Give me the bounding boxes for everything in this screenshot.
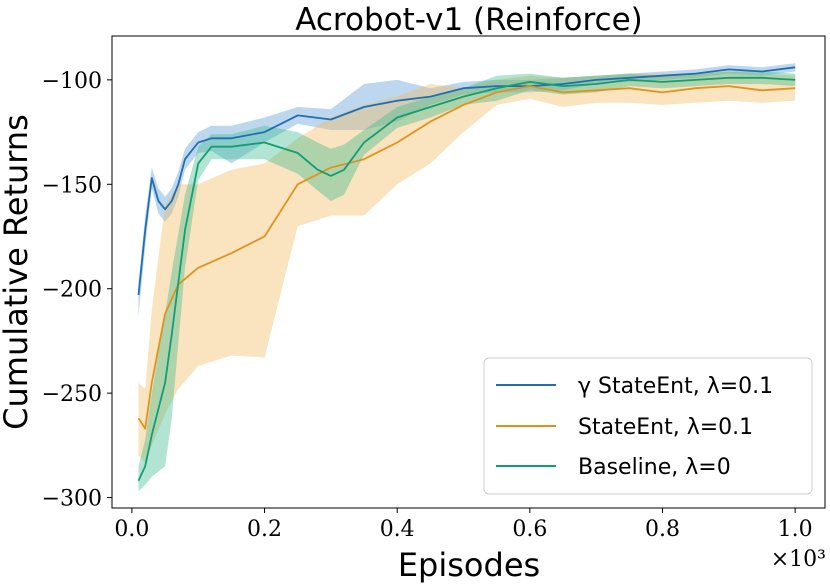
y-tick-label: −200 [42,278,102,303]
y-axis-ticks: −100 −150 −200 −250 −300 [42,69,112,512]
band-stateent-0-1 [138,71,796,463]
series-lines [137,66,796,482]
x-tick-label: 0.8 [645,517,680,542]
plot-frame [111,35,826,509]
legend-label-baseline: Baseline, λ=0 [578,455,731,480]
x-tick-label: 0.2 [247,517,282,542]
legend: γ StateEnt, λ=0.1 StateEnt, λ=0.1 Baseli… [483,357,813,495]
confidence-bands [138,63,796,492]
line-baseline-0 [137,76,796,482]
line-stateent-0-1 [137,66,796,296]
legend-label-gamma-stateent: γ StateEnt, λ=0.1 [578,374,773,399]
legend-box [483,357,813,495]
y-tick-label: −250 [42,382,102,407]
x-tick-label: 0.4 [380,517,415,542]
y-tick-label: −150 [42,173,102,198]
y-tick-label: −300 [42,487,102,512]
y-tick-label: −100 [42,69,102,94]
x-axis-ticks: 0.0 0.2 0.4 0.6 0.8 1.0 [114,508,813,542]
chart-title: Acrobot-v1 (Reinforce) [295,2,643,38]
line-stateent-0-1 [137,85,796,430]
x-tick-label: 1.0 [778,517,813,542]
legend-label-stateent: StateEnt, λ=0.1 [578,415,753,440]
x-tick-label: 0.6 [512,517,547,542]
band-baseline-0 [138,71,796,492]
x-axis-scale-label: ×10³ [771,547,826,572]
x-axis-label: Episodes [398,546,540,584]
x-tick-label: 0.0 [114,517,149,542]
y-axis-label: Cumulative Returns [0,114,35,430]
